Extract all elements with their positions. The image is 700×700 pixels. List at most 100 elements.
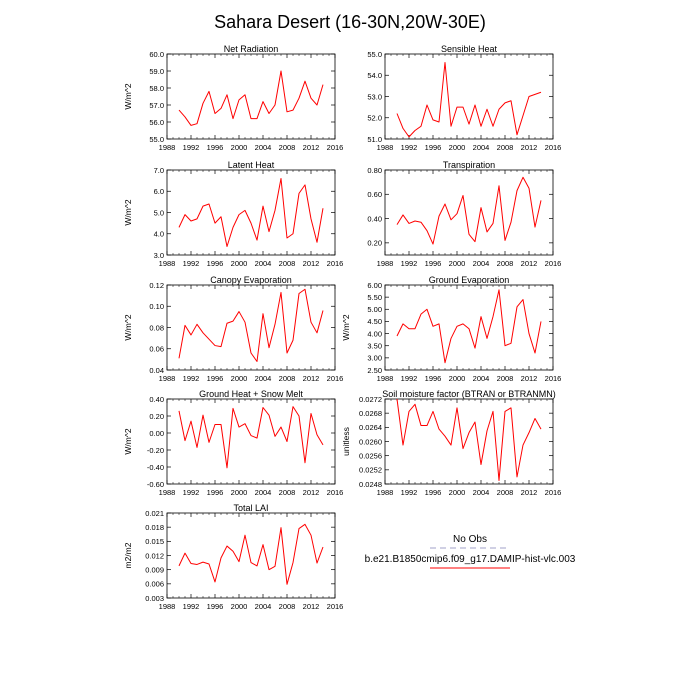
x-tick-label: 1996 [425, 488, 442, 497]
x-tick-label: 2016 [545, 374, 562, 383]
panel-title: Ground Heat + Snow Melt [199, 389, 303, 399]
y-tick-label: 6.0 [154, 187, 164, 196]
series-line [178, 288, 324, 362]
x-tick-label: 2008 [279, 602, 296, 611]
y-axis-label: W/m^2 [123, 199, 133, 225]
x-tick-label: 1992 [401, 143, 418, 152]
y-tick-label: 0.015 [145, 537, 164, 546]
y-axis-label: W/m^2 [123, 83, 133, 109]
y-tick-label: 58.0 [149, 84, 164, 93]
x-tick-label: 1996 [207, 602, 224, 611]
y-tick-label: 0.0256 [359, 451, 382, 460]
y-tick-label: 6.00 [367, 281, 382, 290]
chart-panel: Ground Evaporation 1988 1992 1996 2000 2004 20… [341, 275, 561, 383]
x-tick-label: 2000 [449, 143, 466, 152]
series-line [396, 62, 542, 138]
y-tick-label: 4.0 [154, 230, 164, 239]
chart-panel: Latent Heat 1988 1992 1996 2000 2004 2008 2012 2… [123, 160, 343, 268]
y-tick-label: 52.0 [367, 114, 382, 123]
y-tick-label: 56.0 [149, 118, 164, 127]
y-tick-label: 60.0 [149, 50, 164, 59]
x-tick-label: 1988 [159, 374, 176, 383]
x-tick-label: 2008 [279, 488, 296, 497]
chart-panel: Canopy Evaporation 1988 1992 1996 2000 2004 20… [123, 275, 343, 383]
y-tick-label: 0.08 [149, 323, 164, 332]
chart-panel: Net Radiation 1988 1992 1996 2000 2004 2008 201… [123, 44, 343, 152]
x-tick-label: 1992 [183, 602, 200, 611]
x-tick-label: 2000 [449, 259, 466, 268]
x-tick-label: 2000 [231, 143, 248, 152]
x-tick-label: 1996 [207, 143, 224, 152]
x-tick-label: 2016 [327, 143, 344, 152]
x-tick-label: 2004 [473, 259, 490, 268]
x-tick-label: 2000 [449, 374, 466, 383]
panel-title: Net Radiation [224, 44, 279, 54]
y-tick-label: 54.0 [367, 71, 382, 80]
chart-panel: Soil moisture factor (BTRAN or BTRANMN) 1… [341, 389, 561, 497]
panel-title: Soil moisture factor (BTRAN or BTRANMN) [382, 389, 556, 399]
y-tick-label: 0.40 [149, 395, 164, 404]
x-tick-label: 2012 [303, 143, 320, 152]
x-tick-label: 2004 [255, 143, 272, 152]
x-tick-label: 1992 [401, 374, 418, 383]
y-tick-label: 51.0 [367, 135, 382, 144]
chart-panel: Total LAI 1988 1992 1996 2000 2004 2008 2012 201… [123, 503, 343, 611]
x-tick-label: 2016 [545, 259, 562, 268]
x-tick-label: 2008 [497, 488, 514, 497]
y-tick-label: 3.50 [367, 342, 382, 351]
y-tick-label: 0.0252 [359, 466, 382, 475]
series-line [178, 406, 324, 469]
x-tick-label: 1996 [207, 259, 224, 268]
x-tick-label: 2004 [473, 374, 490, 383]
panel-title: Sensible Heat [441, 44, 498, 54]
x-tick-label: 2008 [497, 259, 514, 268]
chart-panel: Sensible Heat 1988 1992 1996 2000 2004 2008 201… [367, 44, 561, 152]
x-tick-label: 1992 [183, 143, 200, 152]
y-tick-label: 0.40 [367, 214, 382, 223]
y-tick-label: 53.0 [367, 92, 382, 101]
y-tick-label: 5.0 [154, 208, 164, 217]
y-axis-label: W/m^2 [123, 428, 133, 454]
x-tick-label: 2008 [279, 143, 296, 152]
x-tick-label: 2004 [255, 602, 272, 611]
chart-panel: Ground Heat + Snow Melt 1988 1992 1996 2000 2… [123, 389, 343, 497]
x-tick-label: 2012 [303, 488, 320, 497]
x-tick-label: 2016 [545, 488, 562, 497]
legend-obs-label: No Obs [453, 534, 487, 545]
panel-title: Transpiration [443, 160, 495, 170]
series-line [178, 70, 324, 126]
x-tick-label: 2012 [521, 374, 538, 383]
y-tick-label: 0.021 [145, 509, 164, 518]
x-tick-label: 2000 [231, 259, 248, 268]
x-tick-label: 1988 [159, 602, 176, 611]
y-tick-label: 0.0268 [359, 409, 382, 418]
y-axis-label: W/m^2 [341, 314, 351, 340]
y-tick-label: 0.60 [367, 190, 382, 199]
y-tick-label: 0.012 [145, 551, 164, 560]
x-tick-label: 2012 [521, 259, 538, 268]
x-tick-label: 2016 [545, 143, 562, 152]
x-tick-label: 2012 [521, 488, 538, 497]
x-tick-label: 1988 [159, 259, 176, 268]
series-line [396, 176, 542, 245]
y-tick-label: 5.00 [367, 305, 382, 314]
panel-title: Canopy Evaporation [210, 275, 292, 285]
x-tick-label: 2000 [231, 488, 248, 497]
x-tick-label: 1996 [425, 374, 442, 383]
y-tick-label: 57.0 [149, 101, 164, 110]
y-tick-label: 0.12 [149, 281, 164, 290]
y-tick-label: 0.04 [149, 366, 164, 375]
x-tick-label: 1992 [401, 488, 418, 497]
x-tick-label: 2004 [255, 488, 272, 497]
x-tick-label: 2008 [279, 374, 296, 383]
y-tick-label: 0.20 [367, 239, 382, 248]
x-tick-label: 2016 [327, 374, 344, 383]
y-tick-label: 0.00 [149, 429, 164, 438]
x-tick-label: 1988 [377, 374, 394, 383]
legend: No Obs b.e21.B1850cmip6.f09_g17.DAMIP-hi… [365, 534, 576, 569]
x-tick-label: 2016 [327, 259, 344, 268]
y-tick-label: 0.06 [149, 345, 164, 354]
y-tick-label: -0.40 [147, 463, 164, 472]
y-tick-label: 2.50 [367, 366, 382, 375]
panel-title: Latent Heat [228, 160, 275, 170]
